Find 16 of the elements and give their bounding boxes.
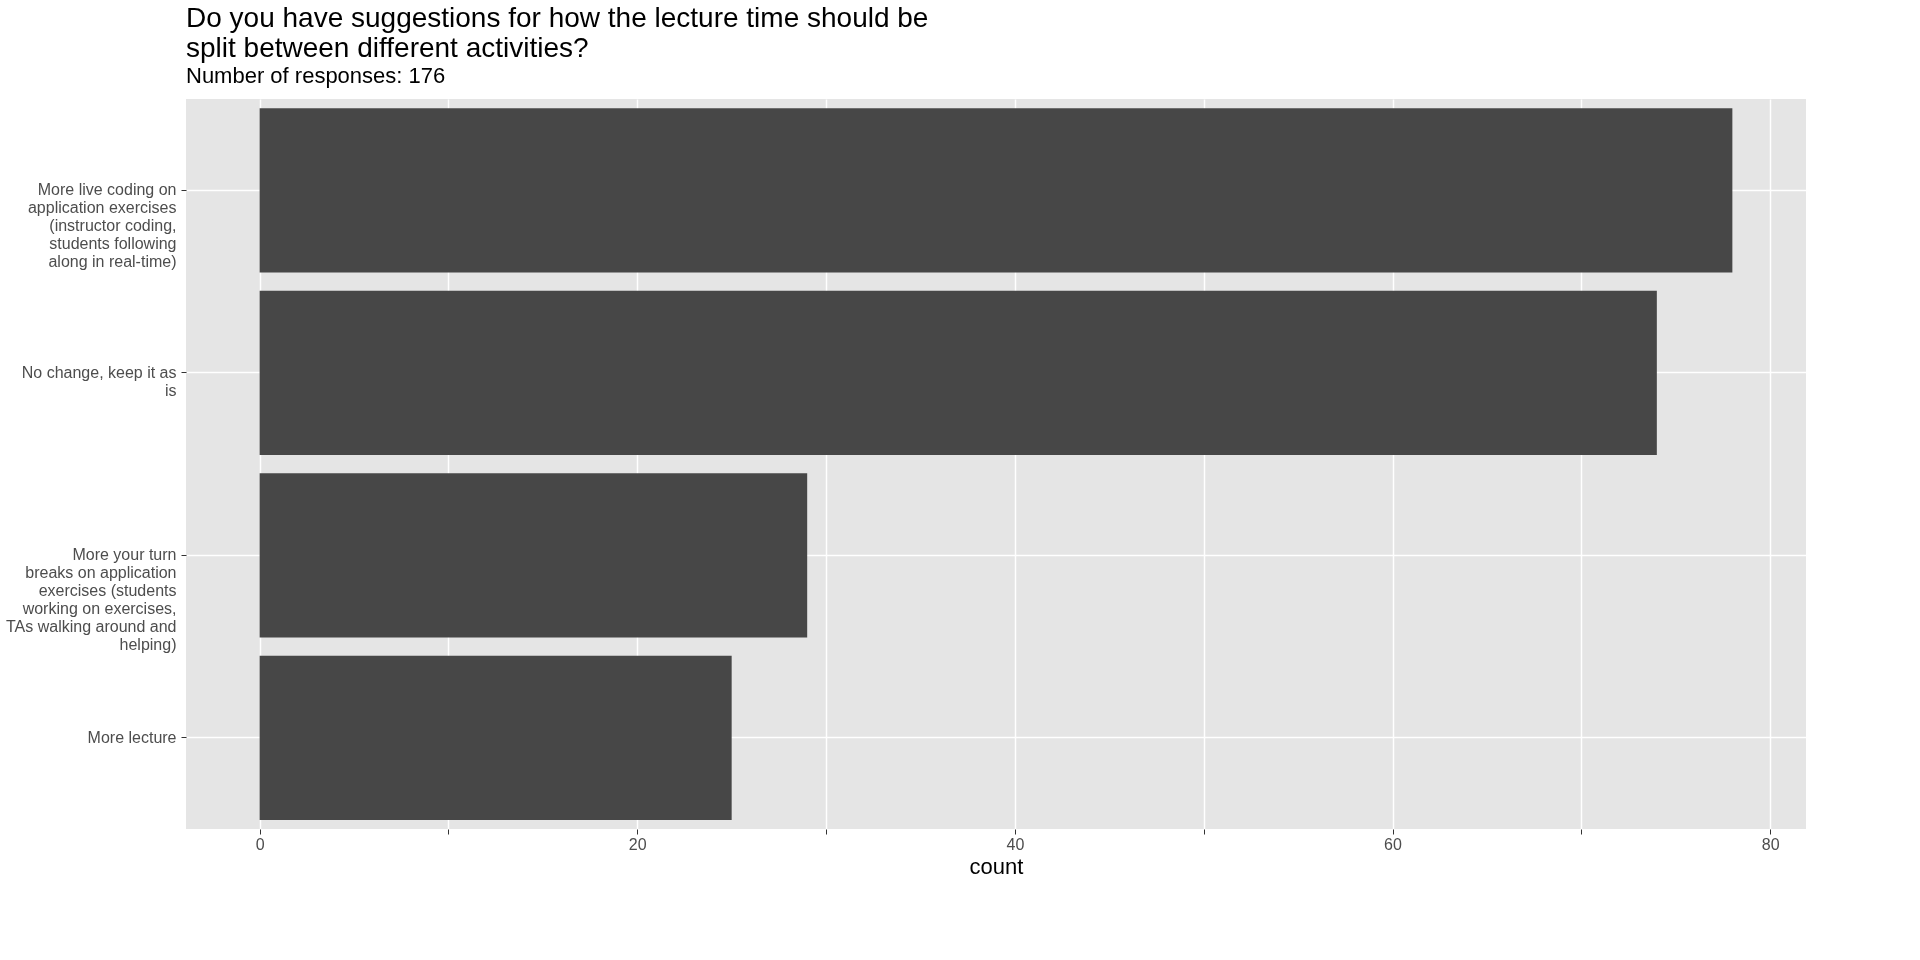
bar [259, 473, 808, 638]
x-tick-label: 20 [628, 835, 647, 853]
y-tick-label: More live coding on application exercises (instructor coding, students following along in real-time) [27, 181, 177, 271]
chart-title: Do you have suggestions for how the lecture time should be split between different activities? [186, 2, 929, 63]
y-tick-label: No change, keep it as is [21, 363, 177, 399]
x-tick-label: 0 [255, 835, 265, 853]
y-tick-label: More lecture [87, 728, 177, 746]
x-tick-label: 80 [1761, 835, 1780, 853]
bar [259, 655, 732, 820]
chart-subtitle: Number of responses: 176 [186, 63, 446, 88]
y-tick-label: More your turn breaks on application exercises (students working on exercises, TAs walking around and helping) [6, 546, 177, 654]
x-axis-title: count [969, 853, 1024, 879]
bar [259, 108, 1733, 273]
x-tick-label: 60 [1384, 835, 1402, 853]
bar [259, 290, 1657, 455]
x-tick-label: 40 [1006, 835, 1025, 853]
